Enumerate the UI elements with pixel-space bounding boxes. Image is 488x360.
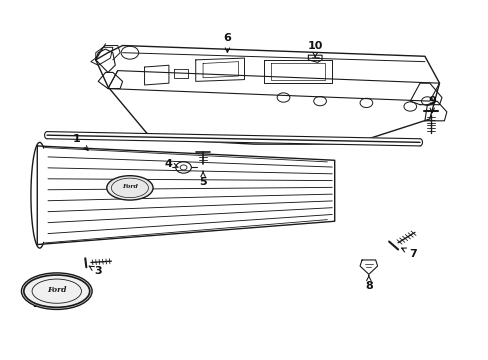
Text: 2: 2 xyxy=(32,296,46,309)
Ellipse shape xyxy=(21,273,92,310)
Ellipse shape xyxy=(24,275,89,307)
Text: 5: 5 xyxy=(199,171,206,187)
Text: 9: 9 xyxy=(427,96,435,113)
Text: 8: 8 xyxy=(364,275,372,291)
Text: Ford: Ford xyxy=(122,184,138,189)
Text: 7: 7 xyxy=(401,248,416,258)
Text: 1: 1 xyxy=(72,134,88,150)
Text: 4: 4 xyxy=(164,159,178,169)
Text: 6: 6 xyxy=(223,33,231,52)
Text: 10: 10 xyxy=(307,41,322,57)
Ellipse shape xyxy=(106,176,153,200)
Text: Ford: Ford xyxy=(47,286,66,294)
Text: 3: 3 xyxy=(89,266,102,276)
